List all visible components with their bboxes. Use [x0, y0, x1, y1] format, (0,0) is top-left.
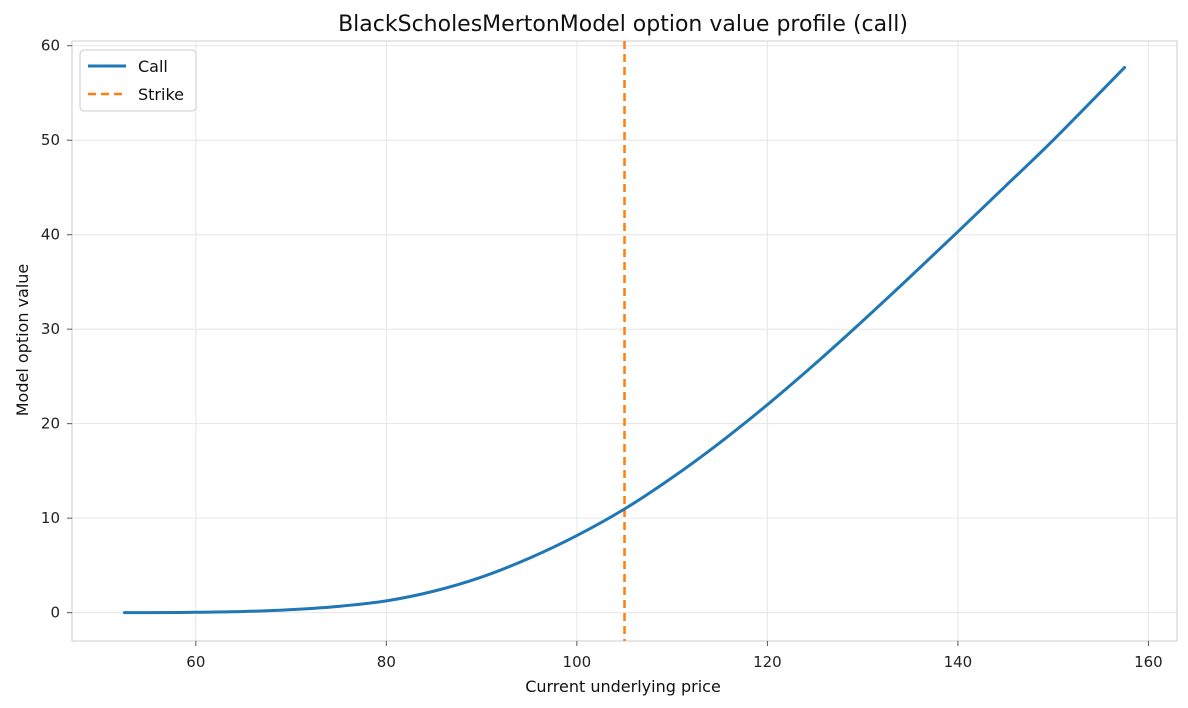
legend-call-label: Call	[138, 57, 168, 76]
x-tick-label: 60	[186, 653, 205, 671]
series-layer	[122, 41, 1127, 641]
x-axis-label: Current underlying price	[525, 677, 721, 696]
x-tick-label: 120	[753, 653, 782, 671]
y-tick-label: 20	[41, 415, 60, 433]
y-tick-label: 10	[41, 509, 60, 527]
x-tick-label: 140	[944, 653, 973, 671]
x-tick-label: 80	[377, 653, 396, 671]
y-tick-label: 50	[41, 131, 60, 149]
legend-strike-label: Strike	[138, 85, 184, 104]
tick-layer: 60 80 100 120 140 160 0 10 20 30 40 50 60	[41, 37, 1163, 671]
y-tick-label: 60	[41, 37, 60, 55]
x-tick-label: 100	[563, 653, 592, 671]
y-tick-label: 40	[41, 226, 60, 244]
y-axis-label: Model option value	[13, 264, 32, 417]
y-tick-label: 30	[41, 320, 60, 338]
call-series-line	[122, 65, 1127, 615]
y-tick-label: 0	[50, 604, 60, 622]
x-tick-label: 160	[1134, 653, 1163, 671]
chart-title: BlackScholesMertonModel option value pro…	[338, 12, 908, 37]
chart-legend: Call Strike	[79, 49, 197, 112]
